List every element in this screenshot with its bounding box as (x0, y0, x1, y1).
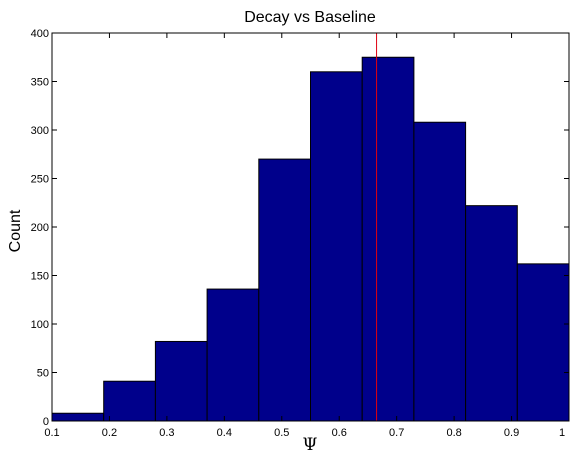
x-tick-label: 0.5 (274, 427, 289, 439)
histogram-bar-4 (206, 288, 260, 422)
bars-group (51, 56, 570, 422)
y-axis-label: Count (7, 209, 24, 252)
y-tick-label: 0 (43, 416, 49, 428)
histogram-bar-2 (103, 380, 156, 422)
axis-ticks-group: 0.1 0.2 0.3 0.4 0.5 0.6 0.7 0.8 0.9 1 0 50 100 150 200… (31, 28, 570, 439)
x-tick-label: 0.6 (332, 427, 347, 439)
y-tick-label: 150 (31, 271, 49, 283)
chart-title: Decay vs Baseline (244, 9, 376, 26)
y-tick-label: 100 (31, 319, 49, 331)
y-tick-label: 300 (31, 125, 49, 137)
y-tick-label: 250 (31, 174, 49, 186)
histogram-bar-6 (310, 71, 363, 422)
histogram-bar-8 (413, 121, 467, 422)
histogram-bar-10 (516, 263, 570, 422)
x-tick-label: 0.4 (217, 427, 232, 439)
histogram-bar-5 (258, 158, 311, 422)
y-tick-label: 50 (37, 368, 49, 380)
histogram-bar-7 (361, 56, 415, 422)
x-tick-label: 0.8 (446, 427, 461, 439)
x-tick-label: 0.9 (504, 427, 519, 439)
y-tick-label: 400 (31, 28, 49, 40)
x-tick-label: 1 (559, 427, 565, 439)
x-tick-label: 0.1 (44, 427, 59, 439)
y-tick-label: 350 (31, 77, 49, 89)
y-tick-label: 200 (31, 222, 49, 234)
x-tick-label: 0.7 (389, 427, 404, 439)
x-tick-label: 0.3 (159, 427, 174, 439)
histogram-bar-1 (51, 412, 105, 422)
x-tick-label: 0.2 (102, 427, 117, 439)
x-axis-label: Ψ (303, 435, 318, 455)
histogram-bar-9 (465, 205, 518, 422)
histogram-bar-3 (154, 340, 208, 422)
